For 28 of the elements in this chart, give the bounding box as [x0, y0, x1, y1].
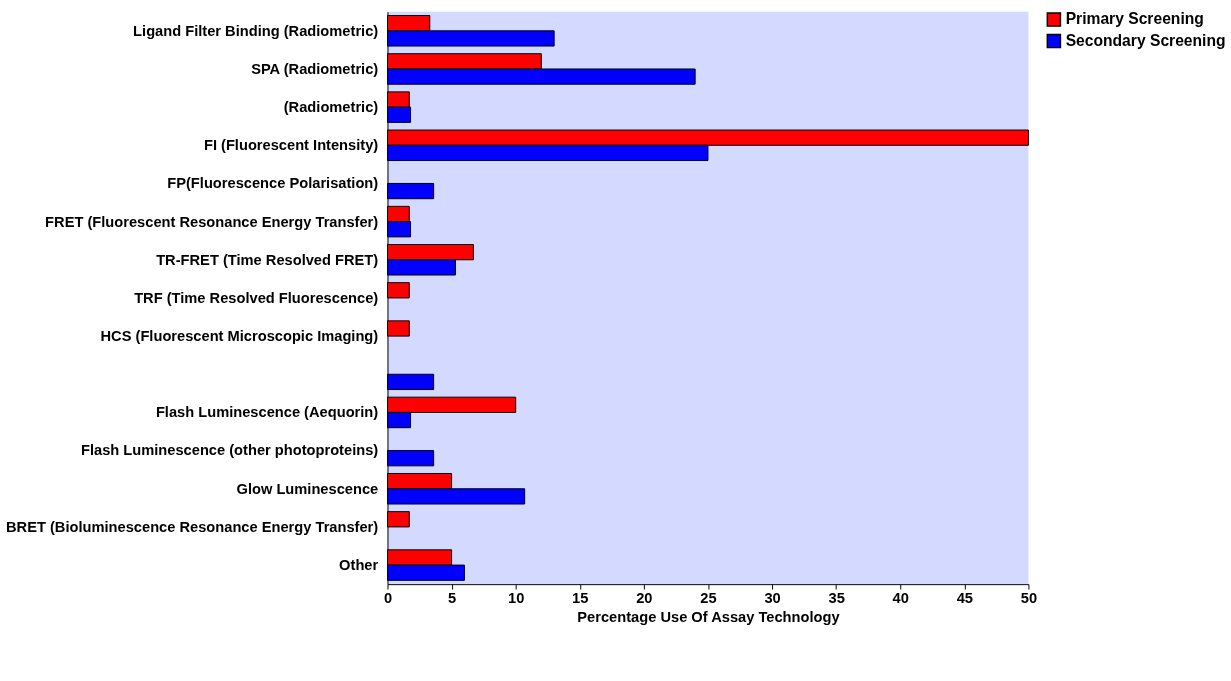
y-tick-label: HCS (Fluorescent Microscopic Imaging): [100, 328, 379, 344]
y-tick-label: FP(Fluorescence Polarisation): [167, 175, 379, 192]
y-tick-label: FI (Fluorescent Intensity): [203, 137, 379, 154]
y-tick-label: TR-FRET (Time Resolved FRET): [156, 251, 379, 268]
y-tick-label: Glow Luminescence: [236, 480, 379, 497]
x-tick-label: 30: [764, 590, 781, 607]
y-tick-label: SPA (Radiometric): [251, 60, 379, 77]
y-tick-label: FRET (Fluorescent Resonance Energy Transfer): [45, 213, 379, 230]
y-tick-label: BRET (Bioluminescence Resonance Energy Transfer): [5, 518, 379, 535]
x-tick-label: 20: [636, 590, 653, 607]
x-tick-label: 35: [828, 590, 845, 607]
x-tick-label: 15: [572, 590, 589, 607]
legend-label: Secondary Screening: [1065, 31, 1226, 49]
legend-label: Primary Screening: [1065, 10, 1204, 28]
x-tick-label: 10: [508, 590, 525, 607]
y-tick-label: (Radiometric): [283, 99, 379, 116]
x-tick-label: 25: [700, 590, 717, 607]
x-tick-label: 40: [892, 590, 909, 607]
y-tick-label: Flash Luminescence (other photoproteins): [80, 442, 379, 459]
y-tick-label: Ligand Filter Binding (Radiometric): [133, 22, 379, 39]
y-tick-label: TRF (Time Resolved Fluorescence): [134, 289, 379, 306]
x-tick-label: 0: [383, 590, 393, 607]
x-tick-label: 45: [956, 590, 973, 607]
x-tick-label: 50: [1020, 590, 1038, 607]
x-tick-label: 5: [448, 590, 457, 607]
y-tick-label: Flash Luminescence (Aequorin): [155, 404, 379, 421]
y-tick-label: Other: [339, 556, 379, 573]
x-axis-title: Percentage Use Of Assay Technology: [577, 608, 841, 625]
